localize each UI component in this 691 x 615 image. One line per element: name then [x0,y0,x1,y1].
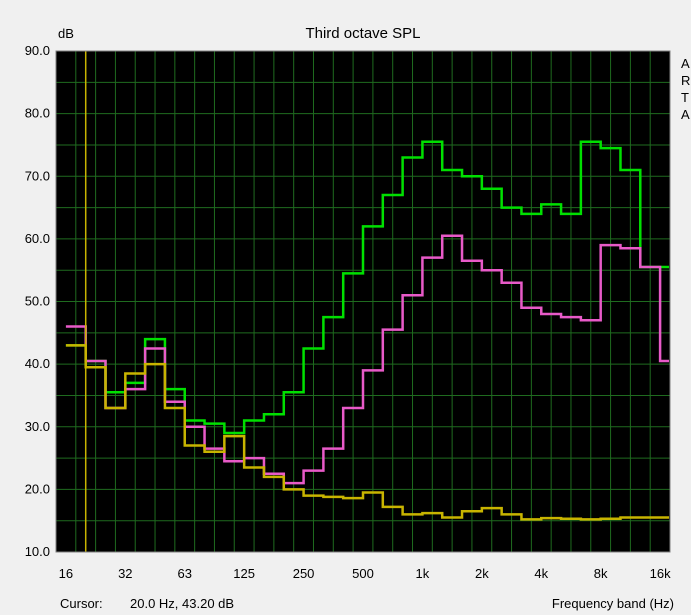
y-axis-label: dB [58,26,74,41]
x-tick-label: 500 [352,566,374,581]
series-layer [65,140,669,521]
x-tick-label: 32 [118,566,132,581]
x-tick-label: 16k [650,566,671,581]
y-tick-label: 70.0 [25,168,50,183]
legend-entry: A [681,56,690,71]
x-tick-label: 2k [475,566,489,581]
cursor-label: Cursor: [60,596,103,611]
legend-entry: A [681,107,690,122]
x-tick-label: 250 [293,566,315,581]
y-tick-label: 20.0 [25,481,50,496]
y-tick-label: 50.0 [25,294,50,309]
y-tick-label: 40.0 [25,356,50,371]
series-line-3 [65,344,669,521]
y-tick-label: 10.0 [25,544,50,559]
plot-border [55,50,671,553]
y-tick-label: 60.0 [25,231,50,246]
chart-title: Third octave SPL [305,25,420,42]
legend-entry: R [681,73,690,88]
x-tick-label: 16 [59,566,73,581]
legend-entry: T [681,90,689,105]
y-tick-label: 80.0 [25,106,50,121]
x-tick-labels: 16 32 63 125 250 500 1k 2k 4k 8k 16k [59,566,671,581]
cursor-readout: 20.0 Hz, 43.20 dB [130,596,234,611]
x-tick-label: 125 [233,566,255,581]
y-tick-labels: 90.0 80.0 70.0 60.0 50.0 40.0 30.0 20.0 10.0 [25,43,50,559]
y-tick-label: 30.0 [25,419,50,434]
x-tick-label: 8k [594,566,608,581]
series-line-2 [65,234,669,485]
legend: A R T A [681,56,690,122]
y-tick-label: 90.0 [25,43,50,58]
x-tick-label: 4k [534,566,548,581]
x-axis-label: Frequency band (Hz) [552,596,674,611]
x-tick-label: 63 [178,566,192,581]
x-tick-label: 1k [416,566,430,581]
